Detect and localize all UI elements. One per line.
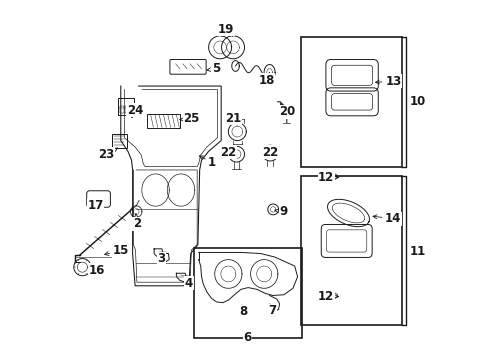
Text: 4: 4 <box>184 277 193 290</box>
Bar <box>194 248 301 338</box>
Bar <box>118 98 134 116</box>
Text: 19: 19 <box>217 23 234 36</box>
Bar <box>147 114 180 128</box>
Text: 11: 11 <box>408 244 425 257</box>
Text: 16: 16 <box>88 264 105 277</box>
Text: 23: 23 <box>98 148 118 161</box>
Text: 7: 7 <box>268 304 276 318</box>
Bar <box>112 134 126 148</box>
Bar <box>129 106 133 113</box>
Text: 21: 21 <box>224 112 241 125</box>
Text: 6: 6 <box>243 331 251 344</box>
Text: 22: 22 <box>262 145 278 158</box>
Text: 17: 17 <box>87 199 103 212</box>
Text: 13: 13 <box>375 75 401 88</box>
Text: 2: 2 <box>133 214 141 230</box>
Text: 9: 9 <box>274 205 287 218</box>
Text: 12: 12 <box>318 290 338 303</box>
Bar <box>301 37 401 167</box>
Text: 10: 10 <box>408 95 425 108</box>
Bar <box>120 106 123 113</box>
Text: 24: 24 <box>127 104 143 117</box>
Text: 8: 8 <box>239 305 247 319</box>
Text: 5: 5 <box>206 62 220 75</box>
Text: 15: 15 <box>104 244 129 257</box>
Text: 18: 18 <box>258 74 274 87</box>
Text: 1: 1 <box>199 156 216 169</box>
Bar <box>124 106 128 113</box>
Bar <box>301 176 401 325</box>
Text: 22: 22 <box>220 145 236 158</box>
Text: 25: 25 <box>180 112 199 125</box>
Text: 20: 20 <box>279 104 295 118</box>
Text: 3: 3 <box>157 252 165 265</box>
Text: 12: 12 <box>318 171 338 184</box>
Text: 14: 14 <box>372 212 401 225</box>
